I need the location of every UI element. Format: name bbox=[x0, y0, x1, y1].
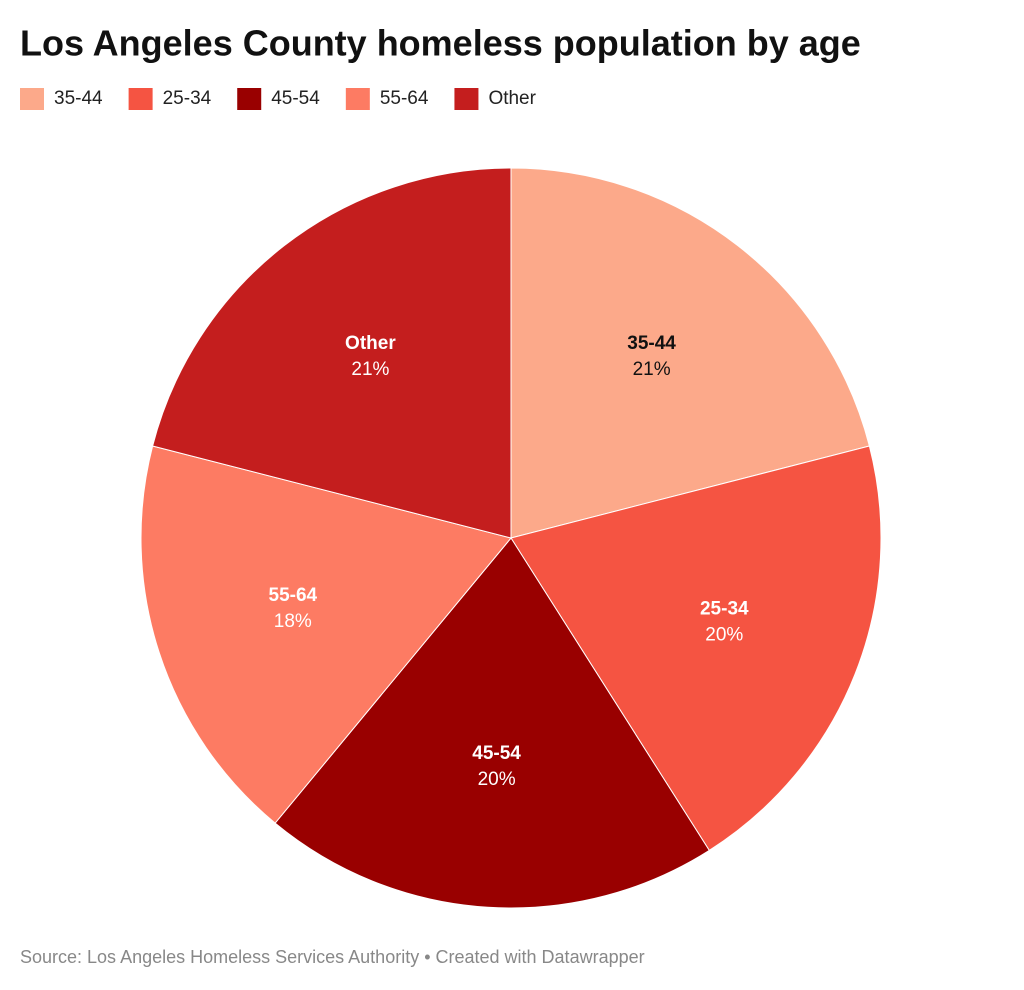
slice-value: 18% bbox=[274, 611, 312, 632]
pie-slice bbox=[510, 445, 882, 852]
slice-name: 55-64 bbox=[269, 585, 318, 606]
legend-swatch bbox=[454, 88, 479, 110]
legend-swatch bbox=[237, 88, 262, 110]
legend-swatch bbox=[345, 88, 370, 110]
slice-name: 35-44 bbox=[627, 333, 676, 354]
slice-value: 20% bbox=[705, 624, 743, 645]
pie-slice bbox=[140, 445, 512, 824]
slice-value: 20% bbox=[478, 769, 516, 790]
legend-label: Other bbox=[488, 88, 536, 109]
pie bbox=[140, 167, 882, 909]
legend-label: 45-54 bbox=[271, 88, 320, 109]
pie-slice bbox=[152, 167, 512, 539]
slice-value: 21% bbox=[351, 359, 389, 380]
slice-name: 25-34 bbox=[700, 598, 749, 619]
slice-name: 45-54 bbox=[472, 743, 521, 764]
legend-label: 25-34 bbox=[163, 88, 212, 109]
legend: 35-44 25-34 45-54 55-64 Other bbox=[20, 88, 537, 110]
chart-title: Los Angeles County homeless population b… bbox=[20, 23, 861, 64]
source-note: Source: Los Angeles Homeless Services Au… bbox=[20, 947, 645, 967]
pie-slice bbox=[274, 537, 710, 909]
pie-slice bbox=[510, 167, 870, 539]
legend-label: 35-44 bbox=[54, 88, 103, 109]
legend-swatch bbox=[128, 88, 153, 110]
slice-name: Other bbox=[345, 333, 396, 354]
slice-value: 21% bbox=[633, 359, 671, 380]
legend-label: 55-64 bbox=[380, 88, 429, 109]
legend-swatch bbox=[20, 88, 44, 110]
slice-labels: 35-44 21% 25-34 20% 45-54 20% 55-64 18% Other 21% bbox=[269, 333, 749, 790]
